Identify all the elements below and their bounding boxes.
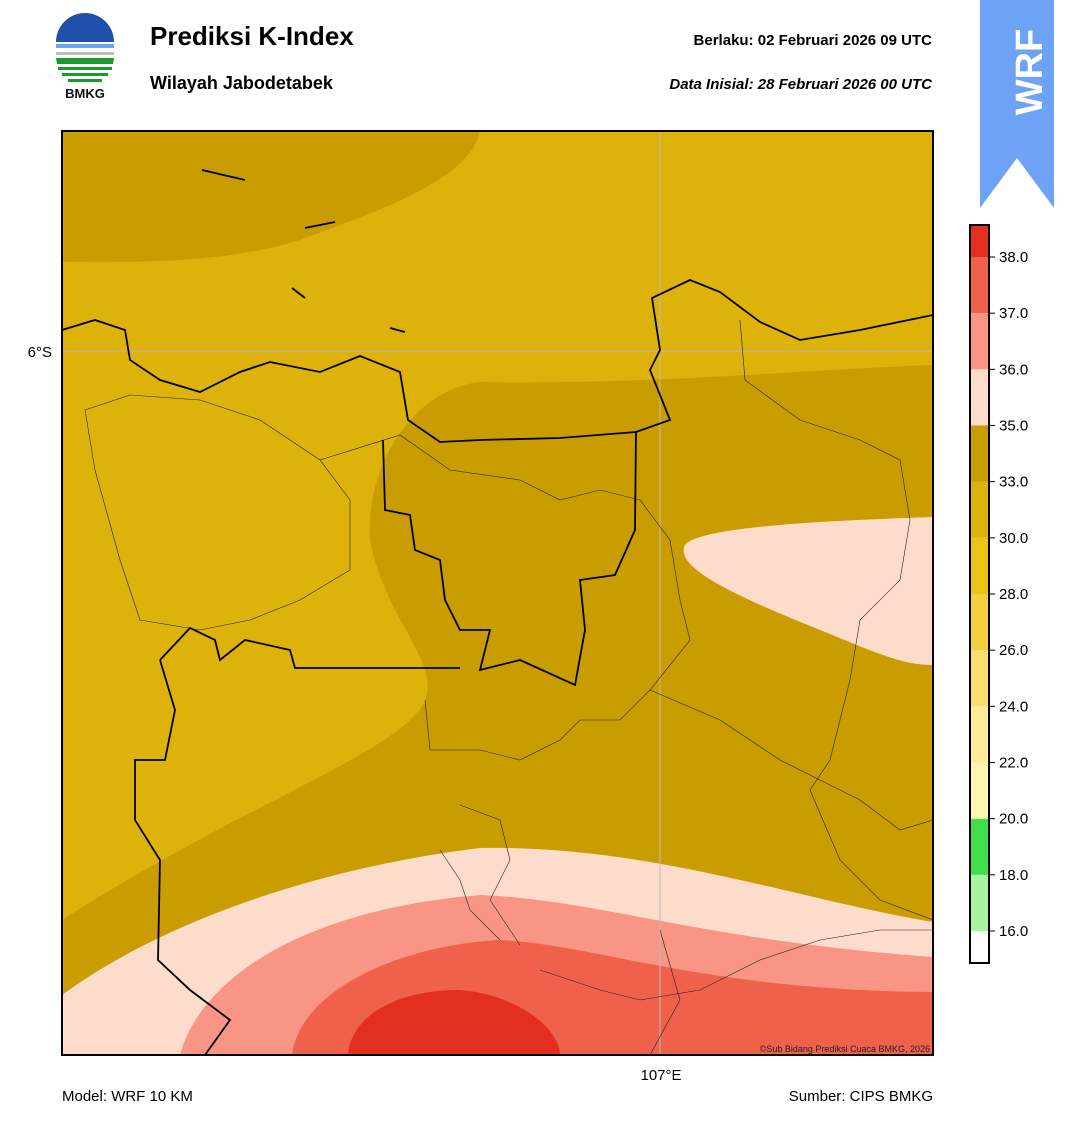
colorbar-tick-label: 24.0 (999, 698, 1028, 715)
colorbar-tick-label: 28.0 (999, 586, 1028, 603)
badge (980, 0, 1054, 208)
colorbar-segment (970, 425, 989, 482)
title: Prediksi K-Index (150, 21, 354, 51)
map-frame (61, 130, 934, 1056)
map: ©Sub Bidang Prediksi Cuaca BMKG, 2026 (62, 131, 933, 1055)
colorbar-tick-label: 30.0 (999, 530, 1028, 547)
source-label: Sumber: CIPS BMKG (789, 1088, 933, 1105)
colorbar-segment (970, 931, 989, 963)
credit: ©Sub Bidang Prediksi Cuaca BMKG, 2026 (760, 1044, 930, 1054)
colorbar-segment (970, 818, 989, 875)
colorbar-segment (970, 706, 989, 763)
model-label: Model: WRF 10 KM (62, 1088, 193, 1105)
colorbar-segment (970, 874, 989, 931)
colorbar-tick-label: 26.0 (999, 642, 1028, 659)
colorbar-segment (970, 594, 989, 651)
badge-text: WRF (1009, 29, 1051, 116)
colorbar-tick-label: 35.0 (999, 418, 1028, 435)
colorbar-segment (970, 537, 989, 594)
colorbar-segment (970, 313, 989, 370)
colorbar-segment (970, 225, 989, 257)
valid-time: Berlaku: 02 Februari 2026 09 UTC (694, 32, 933, 49)
colorbar-tick-label: 33.0 (999, 474, 1028, 491)
colorbar-segment (970, 369, 989, 426)
colorbar-tick-label: 18.0 (999, 867, 1028, 884)
colorbar-segment (970, 762, 989, 819)
colorbar-segment (970, 481, 989, 538)
colorbar-tick-label: 38.0 (999, 249, 1028, 266)
lat-label: 6°S (28, 344, 52, 361)
colorbar: 16.0 18.0 20.0 22.0 24.0 26.0 28.0 30.0 33.0 35.0… (969, 224, 1028, 964)
lon-label: 107°E (640, 1067, 681, 1084)
logo-text: BMKG (65, 86, 105, 101)
colorbar-segment (970, 650, 989, 707)
colorbar-tick-label: 36.0 (999, 361, 1028, 378)
colorbar-tick-label: 20.0 (999, 811, 1028, 828)
colorbar-tick-label: 22.0 (999, 755, 1028, 772)
logo: BMKG (56, 13, 114, 101)
subtitle: Wilayah Jabodetabek (150, 73, 334, 93)
initial-time: Data Inisial: 28 Februari 2026 00 UTC (669, 76, 933, 93)
colorbar-segment (970, 257, 989, 314)
colorbar-tick-label: 37.0 (999, 305, 1028, 322)
colorbar-tick-label: 16.0 (999, 923, 1028, 940)
